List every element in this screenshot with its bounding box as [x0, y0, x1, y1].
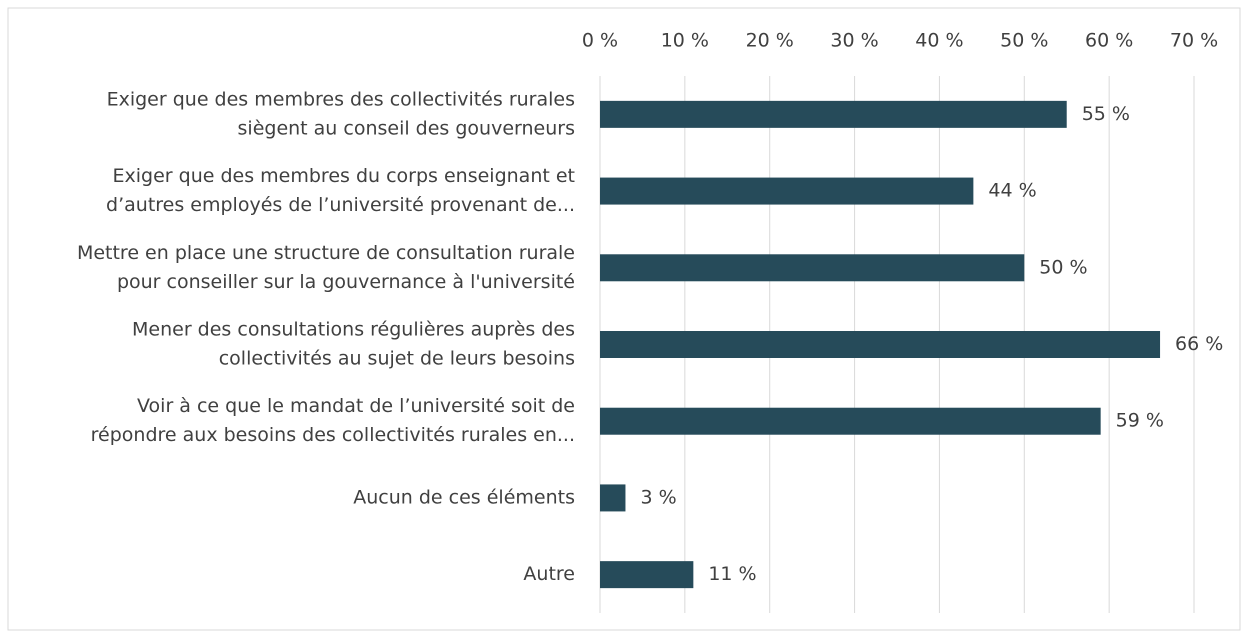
y-tick-label: Aucun de ces éléments	[353, 486, 575, 508]
y-tick-label: Mettre en place une structure de consult…	[77, 242, 575, 264]
bar	[600, 407, 1101, 435]
bar	[600, 331, 1161, 358]
y-tick-label: pour conseiller sur la gouvernance à l'u…	[117, 271, 575, 293]
y-tick-label: Voir à ce que le mandat de l’université …	[137, 395, 575, 417]
x-tick-label: 60 %	[1085, 30, 1133, 52]
data-label: 11 %	[708, 563, 756, 585]
x-tick-label: 10 %	[661, 30, 709, 52]
bar	[600, 254, 1025, 282]
x-tick-label: 0 %	[582, 30, 618, 52]
y-tick-label: répondre aux besoins des collectivités r…	[91, 424, 575, 446]
x-tick-label: 40 %	[915, 30, 963, 52]
y-tick-label: siègent au conseil des gouverneurs	[238, 117, 575, 139]
y-tick-label: Mener des consultations régulières auprè…	[132, 319, 575, 341]
bar	[600, 561, 694, 589]
data-label: 66 %	[1175, 333, 1223, 355]
y-tick-label: Exiger que des membres des collectivités…	[107, 88, 575, 110]
y-tick-label: collectivités au sujet de leurs besoins	[219, 348, 575, 370]
y-tick-label: Exiger que des membres du corps enseigna…	[113, 165, 575, 187]
x-tick-label: 30 %	[830, 30, 878, 52]
bar	[600, 484, 626, 512]
data-label: 50 %	[1039, 256, 1087, 278]
y-tick-label: d’autres employés de l’université proven…	[106, 194, 575, 216]
x-tick-label: 70 %	[1170, 30, 1218, 52]
bar	[600, 100, 1067, 128]
x-tick-label: 20 %	[746, 30, 794, 52]
x-tick-label: 50 %	[1000, 30, 1048, 52]
data-label: 44 %	[988, 180, 1036, 202]
bar	[600, 177, 974, 205]
y-tick-label: Autre	[523, 563, 575, 585]
data-label: 3 %	[640, 486, 676, 508]
data-label: 59 %	[1116, 410, 1164, 432]
data-label: 55 %	[1082, 103, 1130, 125]
